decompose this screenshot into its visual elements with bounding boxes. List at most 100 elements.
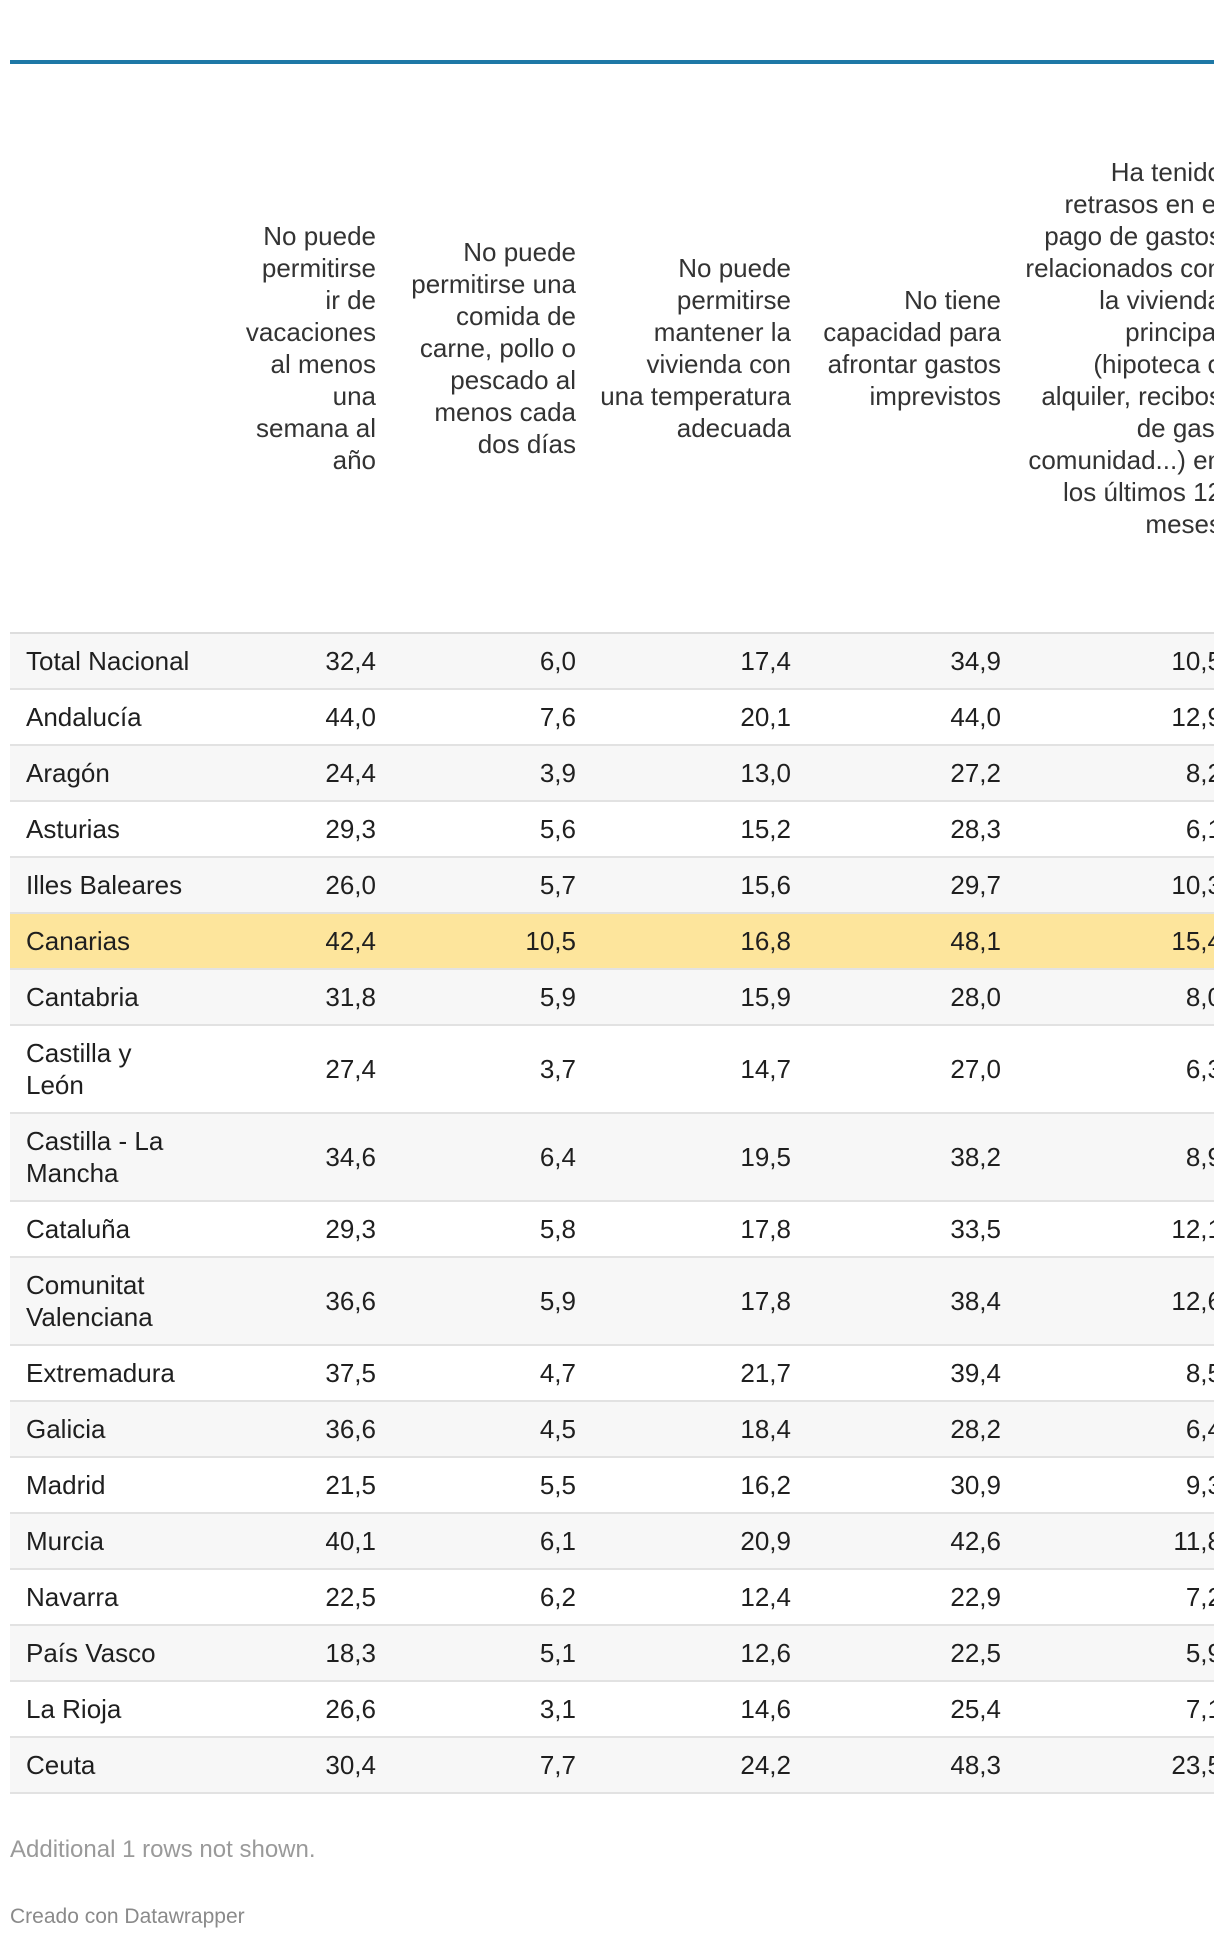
cell-value: 44,0: [805, 689, 1015, 746]
cell-value: 34,9: [805, 633, 1015, 690]
cell-value: 27,2: [805, 745, 1015, 802]
cell-value: 17,4: [590, 633, 805, 690]
cell-value: 16,2: [590, 1457, 805, 1514]
cell-value: 28,2: [805, 1401, 1015, 1458]
cell-region: Extremadura: [10, 1345, 235, 1402]
cell-region: Total Nacional: [10, 633, 235, 690]
cell-value: 22,5: [235, 1569, 390, 1626]
cell-value: 36,6: [235, 1401, 390, 1458]
cell-value: 28,3: [805, 801, 1015, 858]
cell-value: 19,5: [590, 1113, 805, 1202]
cell-region: Galicia: [10, 1401, 235, 1458]
cell-value: 31,8: [235, 969, 390, 1026]
cell-region: Murcia: [10, 1513, 235, 1570]
cell-value: 10,3: [1015, 857, 1214, 914]
cell-value: 12,1: [1015, 1201, 1214, 1258]
cell-value: 39,4: [805, 1345, 1015, 1402]
cell-value: 10,5: [1015, 633, 1214, 690]
cell-value: 8,9: [1015, 1113, 1214, 1202]
column-header-vacaciones[interactable]: No puede permitirse ir de vacaciones al …: [235, 64, 390, 634]
data-table: No puede permitirse ir de vacaciones al …: [10, 64, 1214, 1794]
cell-value: 36,6: [235, 1257, 390, 1346]
cell-value: 5,7: [390, 857, 590, 914]
cell-value: 5,1: [390, 1625, 590, 1682]
cell-value: 3,1: [390, 1681, 590, 1738]
cell-value: 8,5: [1015, 1345, 1214, 1402]
cell-value: 27,4: [235, 1025, 390, 1114]
cell-value: 38,4: [805, 1257, 1015, 1346]
cell-value: 12,9: [1015, 689, 1214, 746]
cell-value: 5,6: [390, 801, 590, 858]
cell-region: Navarra: [10, 1569, 235, 1626]
cell-value: 8,0: [1015, 969, 1214, 1026]
cell-value: 21,5: [235, 1457, 390, 1514]
table-body: Total Nacional32,46,017,434,910,5Andaluc…: [10, 633, 1214, 1794]
cell-value: 15,9: [590, 969, 805, 1026]
cell-value: 10,5: [390, 913, 590, 970]
cell-value: 6,1: [1015, 801, 1214, 858]
cell-region: País Vasco: [10, 1625, 235, 1682]
cell-value: 32,4: [235, 633, 390, 690]
cell-value: 12,6: [1015, 1257, 1214, 1346]
cell-value: 9,3: [1015, 1457, 1214, 1514]
cell-region: Castilla - La Mancha: [10, 1113, 235, 1202]
cell-value: 5,5: [390, 1457, 590, 1514]
column-header-imprevistos[interactable]: No tiene capacidad para afrontar gastos …: [805, 64, 1015, 634]
cell-region: Andalucía: [10, 689, 235, 746]
cell-value: 15,2: [590, 801, 805, 858]
table-viewport[interactable]: No puede permitirse ir de vacaciones al …: [10, 64, 1214, 1824]
cell-value: 6,4: [1015, 1401, 1214, 1458]
cell-value: 40,1: [235, 1513, 390, 1570]
cell-value: 5,9: [1015, 1625, 1214, 1682]
cell-value: 29,3: [235, 801, 390, 858]
cell-value: 6,2: [390, 1569, 590, 1626]
header-row: No puede permitirse ir de vacaciones al …: [10, 64, 1214, 634]
column-header-temperatura[interactable]: No puede permitirse mantener la vivienda…: [590, 64, 805, 634]
rows-not-shown-note: Additional 1 rows not shown.: [10, 1836, 316, 1863]
cell-value: 20,1: [590, 689, 805, 746]
cell-value: 37,5: [235, 1345, 390, 1402]
cell-value: 44,0: [235, 689, 390, 746]
cell-region: Comunitat Valenciana: [10, 1257, 235, 1346]
cell-value: 22,9: [805, 1569, 1015, 1626]
column-header-region[interactable]: [10, 64, 235, 634]
cell-value: 11,8: [1015, 1513, 1214, 1570]
cell-value: 42,6: [805, 1513, 1015, 1570]
cell-value: 5,9: [390, 1257, 590, 1346]
cell-value: 16,8: [590, 913, 805, 970]
column-header-retrasos[interactable]: Ha tenido retrasos en el pago de gastos …: [1015, 64, 1214, 634]
cell-value: 24,2: [590, 1737, 805, 1794]
cell-value: 21,7: [590, 1345, 805, 1402]
top-accent-rule: [10, 60, 1214, 64]
cell-value: 15,4: [1015, 913, 1214, 970]
cell-value: 8,2: [1015, 745, 1214, 802]
cell-value: 17,8: [590, 1257, 805, 1346]
cell-value: 22,5: [805, 1625, 1015, 1682]
cell-value: 23,5: [1015, 1737, 1214, 1794]
cell-value: 7,6: [390, 689, 590, 746]
cell-value: 25,4: [805, 1681, 1015, 1738]
cell-value: 15,6: [590, 857, 805, 914]
cell-value: 6,3: [1015, 1025, 1214, 1114]
cell-value: 30,4: [235, 1737, 390, 1794]
column-header-comida[interactable]: No puede permitirse una comida de carne,…: [390, 64, 590, 634]
cell-value: 29,7: [805, 857, 1015, 914]
cell-value: 27,0: [805, 1025, 1015, 1114]
cell-value: 28,0: [805, 969, 1015, 1026]
cell-value: 29,3: [235, 1201, 390, 1258]
